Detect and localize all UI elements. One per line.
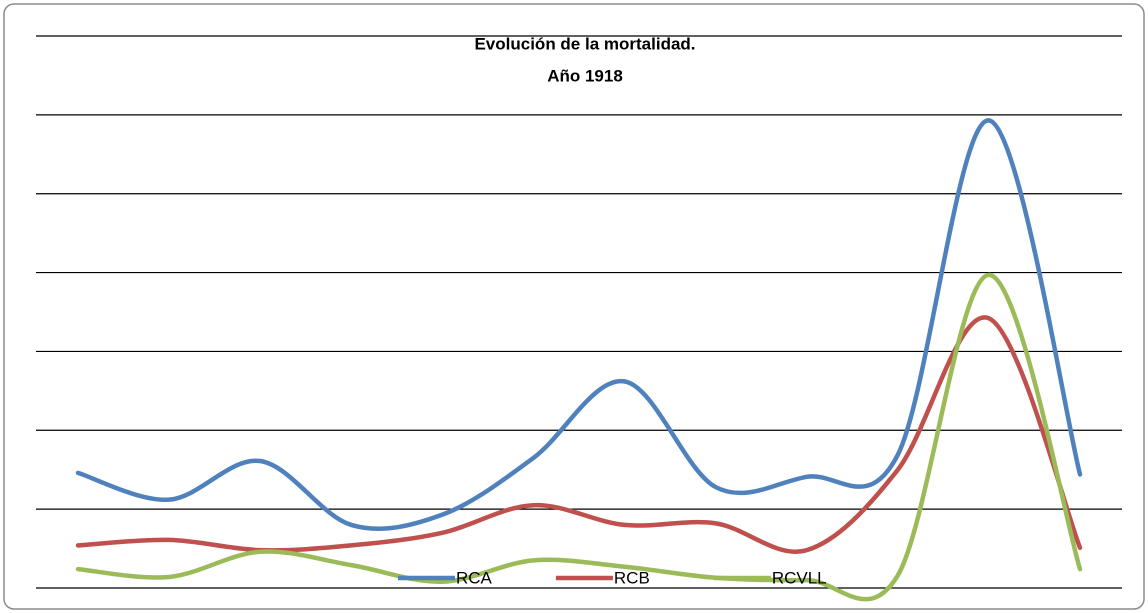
chart-frame <box>3 3 1145 610</box>
legend-label: RCB <box>614 568 650 587</box>
grid <box>36 35 1122 589</box>
legend-label: RCVLL <box>772 568 827 587</box>
plot-area <box>75 118 1083 602</box>
line-series <box>75 118 1083 532</box>
chart-subtitle: Año 1918 <box>547 66 623 85</box>
legend-label: RCA <box>456 568 493 587</box>
legend: RCA RCB RCVLL <box>398 568 827 587</box>
line-series <box>75 272 1083 602</box>
chart-title: Evolución de la mortalidad. <box>474 34 695 53</box>
